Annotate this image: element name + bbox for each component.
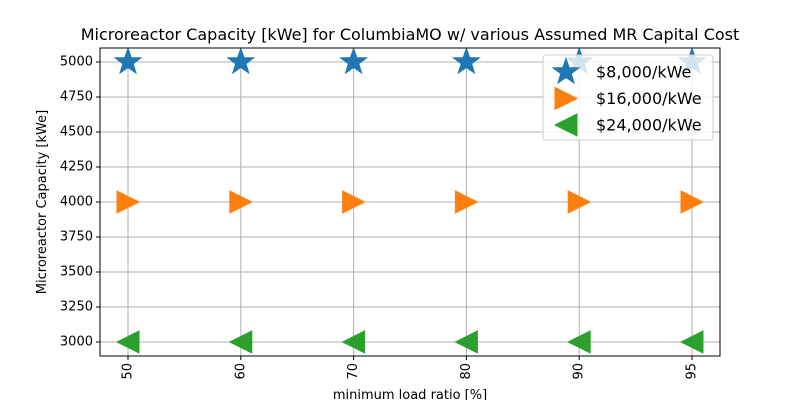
data-point [229,190,253,214]
y-tick-label: 4000 [60,195,93,210]
data-point [567,190,592,214]
data-point [116,190,141,214]
x-tick-label: 70 [346,363,361,380]
data-point [680,190,705,214]
data-point [226,46,256,75]
y-tick-label: 3500 [60,265,93,280]
y-tick-label: 4750 [60,90,93,105]
x-axis-label: minimum load ratio [%] [333,388,487,400]
legend-label: $8,000/kWe [596,63,691,82]
data-point [341,330,366,354]
y-tick-label: 5000 [60,55,93,70]
legend-marker [551,56,581,85]
y-tick-label: 3750 [60,230,93,245]
data-point [454,330,478,354]
data-point [339,46,369,75]
legend-label: $16,000/kWe [596,89,702,108]
x-tick-label: 80 [459,363,474,380]
y-tick-label: 4500 [60,125,93,140]
data-point [567,330,591,354]
legend: $8,000/kWe $16,000/kWe $24,000/kWe [542,54,714,141]
x-tick-label: 60 [233,363,248,380]
y-axis-label: Microreactor Capacity [kWe] [35,110,50,294]
x-tick-label: 95 [685,363,700,380]
data-point [115,330,140,354]
data-point [228,330,253,354]
x-tick-label: 50 [121,363,136,380]
legend-marker [554,86,579,111]
data-point [679,330,704,354]
legend-label: $24,000/kWe [596,116,702,135]
y-tick-label: 4250 [60,160,93,175]
legend-box [542,54,714,141]
legend-marker [553,113,578,137]
y-tick-label: 3250 [60,300,93,315]
data-point [342,190,366,214]
axis-ticks: 50 60 70 80 90 95 3000 3250 3500 3750 4000 4250 4500… [60,55,700,380]
x-tick-label: 90 [572,363,587,380]
chart-title: Microreactor Capacity [kWe] for Columbia… [81,25,740,44]
data-point [451,46,481,75]
y-tick-label: 3000 [60,335,93,350]
data-point [454,190,479,214]
data-point [113,46,143,75]
